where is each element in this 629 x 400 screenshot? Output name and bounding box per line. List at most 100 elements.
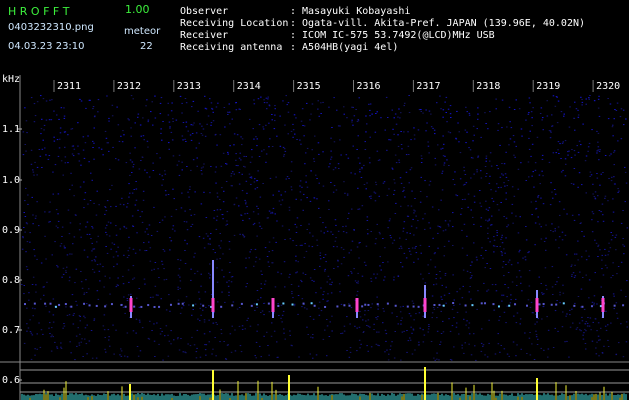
noise <box>305 175 307 177</box>
noise <box>529 102 531 104</box>
noise <box>230 185 233 187</box>
noise <box>63 323 65 324</box>
noise <box>23 227 25 228</box>
noise <box>332 246 335 248</box>
noise <box>86 324 88 326</box>
noise <box>452 212 454 214</box>
noise <box>538 174 541 176</box>
noise <box>87 203 89 205</box>
noise <box>311 279 313 281</box>
noise <box>77 122 79 124</box>
noise <box>379 265 381 267</box>
noise <box>185 352 187 354</box>
noise <box>257 299 259 301</box>
noise <box>442 320 444 322</box>
noise <box>279 145 282 147</box>
noise <box>567 151 569 153</box>
noise <box>245 203 247 205</box>
noise <box>431 295 434 297</box>
noise <box>38 149 41 150</box>
noise <box>456 195 459 197</box>
noise <box>288 276 290 278</box>
time-label: 2317 <box>416 81 440 92</box>
noise <box>591 129 593 131</box>
noise <box>290 170 293 172</box>
noise <box>470 277 472 279</box>
freq-label: 0.9 <box>2 225 20 236</box>
noise <box>96 241 98 243</box>
noise <box>320 102 322 104</box>
noise <box>392 128 394 130</box>
noise <box>224 126 226 128</box>
noise <box>597 107 600 109</box>
noise <box>516 312 519 314</box>
noise <box>422 218 424 220</box>
noise <box>581 231 583 232</box>
noise <box>552 294 554 295</box>
noise <box>449 105 452 107</box>
noise <box>230 173 233 175</box>
noise <box>196 347 198 349</box>
noise <box>335 237 337 239</box>
noise <box>295 117 297 119</box>
noise <box>267 261 270 263</box>
noise <box>496 232 498 234</box>
noise <box>450 117 452 118</box>
noise <box>345 232 348 234</box>
noise <box>346 350 348 351</box>
noise <box>424 213 426 215</box>
noise <box>493 239 496 241</box>
noise <box>477 156 479 158</box>
noise <box>358 97 360 99</box>
noise <box>393 133 395 135</box>
noise <box>132 248 135 250</box>
noise <box>26 330 28 332</box>
noise <box>67 209 70 211</box>
noise <box>432 127 434 129</box>
noise <box>56 265 58 267</box>
carrier <box>562 302 565 305</box>
noise <box>219 209 222 211</box>
noise <box>35 291 37 293</box>
noise <box>609 103 612 105</box>
noise <box>97 111 99 113</box>
noise <box>349 351 352 353</box>
noise <box>171 102 173 104</box>
noise <box>208 305 210 307</box>
noise <box>128 254 130 256</box>
noise <box>191 314 193 316</box>
noise <box>271 322 273 324</box>
time-label: 2320 <box>596 81 620 92</box>
noise <box>357 135 359 137</box>
noise <box>359 242 361 243</box>
noise <box>358 242 360 244</box>
noise <box>74 359 76 361</box>
noise <box>313 160 316 162</box>
noise <box>178 174 181 176</box>
noise <box>147 146 149 148</box>
noise <box>360 177 363 178</box>
noise <box>373 329 375 330</box>
noise <box>216 192 219 194</box>
noise <box>69 222 72 224</box>
noise <box>582 334 584 336</box>
noise <box>441 298 443 300</box>
noise <box>265 124 267 126</box>
noise <box>412 328 415 330</box>
noise <box>387 359 390 361</box>
noise <box>407 131 409 133</box>
noise <box>363 164 365 166</box>
noise <box>422 315 424 317</box>
noise <box>199 320 201 322</box>
noise <box>215 322 217 324</box>
noise <box>59 245 62 247</box>
noise <box>351 208 353 210</box>
noise <box>337 230 340 232</box>
noise <box>540 238 543 240</box>
noise <box>480 205 483 207</box>
noise <box>191 336 193 338</box>
noise <box>34 255 36 257</box>
noise <box>425 109 427 111</box>
noise <box>113 243 116 245</box>
noise <box>554 284 557 285</box>
